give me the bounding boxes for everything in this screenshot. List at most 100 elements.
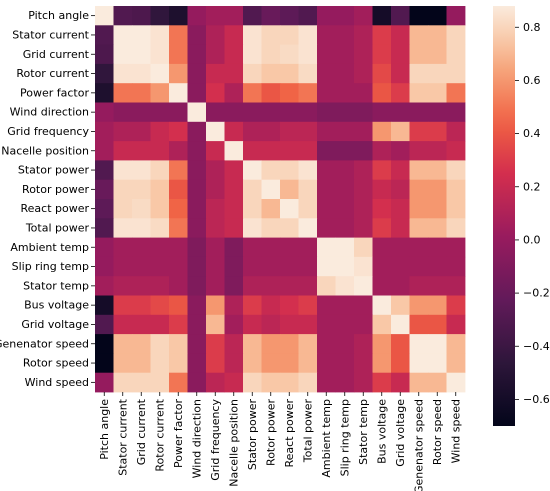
heatmap-cell-12-0 bbox=[95, 237, 114, 258]
heatmap-cell-17-3 bbox=[150, 334, 170, 354]
heatmap-cell-14-3 bbox=[150, 276, 170, 296]
heatmap-cell-2-1 bbox=[113, 44, 133, 65]
heatmap-cell-9-1 bbox=[113, 179, 133, 200]
heatmap-cell-7-10 bbox=[280, 141, 299, 161]
heatmap-cell-3-8 bbox=[243, 63, 262, 84]
heatmap-cell-5-7 bbox=[224, 102, 244, 123]
y-tick-label: Rotor power bbox=[22, 183, 89, 196]
heatmap-cell-11-14 bbox=[354, 218, 373, 238]
y-tick-label: Stator temp bbox=[23, 279, 89, 292]
x-tick-label: Rotor power bbox=[264, 399, 277, 466]
heatmap-cell-2-17 bbox=[409, 44, 429, 65]
heatmap-cell-16-18 bbox=[428, 314, 447, 335]
heatmap-cell-18-17 bbox=[409, 353, 429, 374]
heatmap-cell-3-2 bbox=[132, 63, 151, 84]
colorbar-tick-label: −0.2 bbox=[523, 287, 550, 300]
heatmap-cell-12-8 bbox=[243, 237, 262, 258]
heatmap-cell-10-5 bbox=[187, 199, 207, 219]
heatmap-cell-15-1 bbox=[113, 295, 133, 316]
colorbar-tick-label: −0.6 bbox=[523, 393, 550, 406]
heatmap-cell-0-10 bbox=[280, 6, 299, 26]
heatmap-cell-10-19 bbox=[446, 199, 466, 219]
heatmap-cell-19-14 bbox=[354, 372, 373, 393]
heatmap-cell-7-13 bbox=[335, 141, 355, 161]
heatmap-cell-14-2 bbox=[132, 276, 151, 296]
heatmap-cell-5-1 bbox=[113, 102, 133, 123]
heatmap-cell-4-11 bbox=[298, 83, 318, 103]
heatmap-cells bbox=[95, 6, 466, 393]
heatmap-cell-9-5 bbox=[187, 179, 207, 200]
heatmap-cell-17-8 bbox=[243, 334, 262, 354]
heatmap-cell-13-16 bbox=[391, 256, 410, 277]
heatmap-cell-2-2 bbox=[132, 44, 151, 65]
heatmap-cell-0-8 bbox=[243, 6, 262, 26]
heatmap-cell-10-14 bbox=[354, 199, 373, 219]
x-tick-label: Grid frequency bbox=[209, 399, 222, 481]
heatmap-cell-4-5 bbox=[187, 83, 207, 103]
heatmap-cell-10-8 bbox=[243, 199, 262, 219]
heatmap-cell-3-4 bbox=[169, 63, 188, 84]
heatmap-cell-3-5 bbox=[187, 63, 207, 84]
heatmap-cell-8-12 bbox=[317, 160, 336, 181]
heatmap-cell-0-6 bbox=[206, 6, 225, 26]
heatmap-cell-14-0 bbox=[95, 276, 114, 296]
heatmap-cell-1-13 bbox=[335, 25, 355, 45]
heatmap-cell-5-16 bbox=[391, 102, 410, 123]
heatmap-cell-17-4 bbox=[169, 334, 188, 354]
heatmap-cell-19-8 bbox=[243, 372, 262, 393]
heatmap-cell-12-4 bbox=[169, 237, 188, 258]
heatmap-cell-13-13 bbox=[335, 256, 355, 277]
heatmap-cell-17-5 bbox=[187, 334, 207, 354]
heatmap-cell-2-3 bbox=[150, 44, 170, 65]
heatmap-cell-15-6 bbox=[206, 295, 225, 316]
heatmap-cell-7-19 bbox=[446, 141, 466, 161]
heatmap-cell-11-0 bbox=[95, 218, 114, 238]
heatmap-cell-11-17 bbox=[409, 218, 429, 238]
heatmap-cell-11-1 bbox=[113, 218, 133, 238]
heatmap-cell-6-11 bbox=[298, 121, 318, 142]
heatmap-cell-0-2 bbox=[132, 6, 151, 26]
heatmap-cell-6-1 bbox=[113, 121, 133, 142]
heatmap-cell-18-8 bbox=[243, 353, 262, 374]
heatmap-cell-5-8 bbox=[243, 102, 262, 123]
heatmap-cell-2-5 bbox=[187, 44, 207, 65]
heatmap-cell-15-4 bbox=[169, 295, 188, 316]
heatmap-cell-11-12 bbox=[317, 218, 336, 238]
heatmap-cell-18-16 bbox=[391, 353, 410, 374]
y-tick-label: Stator power bbox=[18, 164, 90, 177]
heatmap-cell-4-1 bbox=[113, 83, 133, 103]
heatmap-cell-14-12 bbox=[317, 276, 336, 296]
heatmap-cell-19-0 bbox=[95, 372, 114, 393]
heatmap-cell-6-2 bbox=[132, 121, 151, 142]
heatmap-cell-12-6 bbox=[206, 237, 225, 258]
heatmap-cell-14-4 bbox=[169, 276, 188, 296]
heatmap-cell-0-17 bbox=[409, 6, 429, 26]
heatmap-cell-13-5 bbox=[187, 256, 207, 277]
heatmap-cell-12-2 bbox=[132, 237, 151, 258]
heatmap-cell-13-4 bbox=[169, 256, 188, 277]
heatmap-cell-1-19 bbox=[446, 25, 466, 45]
heatmap-cell-9-9 bbox=[261, 179, 281, 200]
heatmap-cell-11-19 bbox=[446, 218, 466, 238]
heatmap-cell-7-12 bbox=[317, 141, 336, 161]
heatmap-cell-15-16 bbox=[391, 295, 410, 316]
heatmap-cell-6-16 bbox=[391, 121, 410, 142]
heatmap-cell-16-15 bbox=[372, 314, 392, 335]
heatmap-cell-7-4 bbox=[169, 141, 188, 161]
heatmap-cell-14-8 bbox=[243, 276, 262, 296]
heatmap-cell-11-2 bbox=[132, 218, 151, 238]
heatmap-cell-8-14 bbox=[354, 160, 373, 181]
heatmap-cell-12-3 bbox=[150, 237, 170, 258]
heatmap-cell-1-1 bbox=[113, 25, 133, 45]
heatmap-cell-16-13 bbox=[335, 314, 355, 335]
heatmap-cell-17-18 bbox=[428, 334, 447, 354]
heatmap-cell-3-10 bbox=[280, 63, 299, 84]
heatmap-cell-19-7 bbox=[224, 372, 244, 393]
heatmap-cell-9-8 bbox=[243, 179, 262, 200]
heatmap-cell-10-12 bbox=[317, 199, 336, 219]
heatmap-cell-18-1 bbox=[113, 353, 133, 374]
heatmap-cell-19-2 bbox=[132, 372, 151, 393]
heatmap-cell-2-4 bbox=[169, 44, 188, 65]
heatmap-cell-1-15 bbox=[372, 25, 392, 45]
heatmap-cell-16-1 bbox=[113, 314, 133, 335]
